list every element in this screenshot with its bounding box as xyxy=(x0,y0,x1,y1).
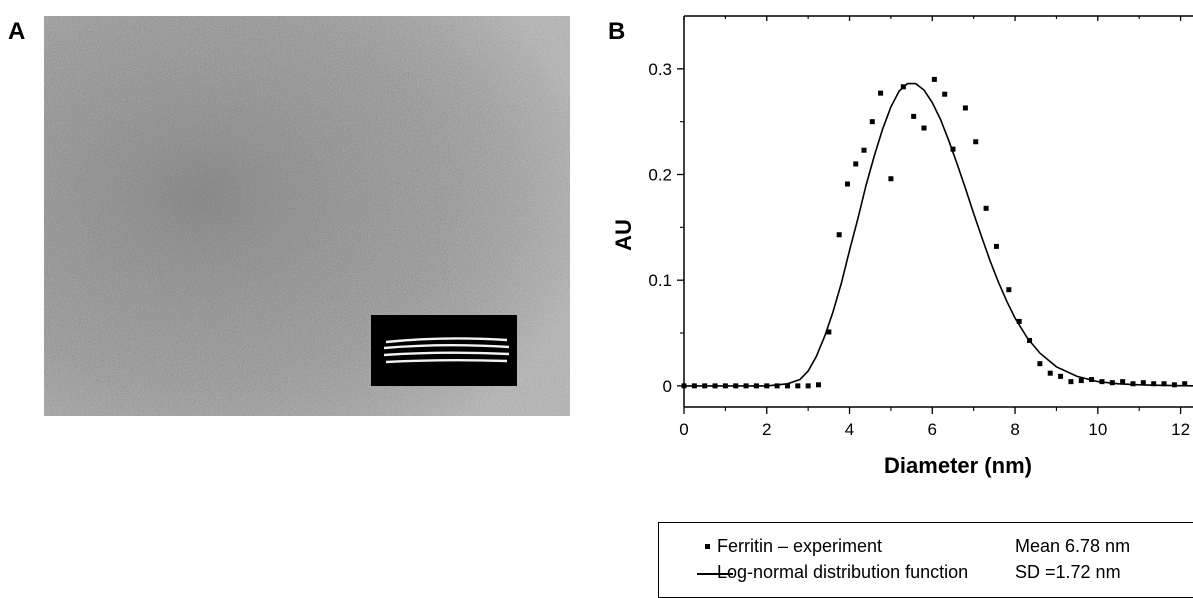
data-point xyxy=(973,139,979,145)
data-point xyxy=(1027,337,1033,343)
data-point xyxy=(900,84,906,90)
data-point xyxy=(795,383,801,389)
data-point xyxy=(836,232,842,238)
data-point xyxy=(784,383,790,389)
y-tick-label: 0 xyxy=(663,377,672,396)
data-point xyxy=(681,383,687,389)
diffraction-inset xyxy=(371,315,517,386)
data-point xyxy=(805,383,811,389)
data-point xyxy=(861,147,867,153)
data-point xyxy=(722,383,728,389)
data-point xyxy=(1120,379,1126,385)
data-point xyxy=(921,125,927,131)
panel-label-b: B xyxy=(608,18,626,45)
data-point xyxy=(753,383,759,389)
data-point xyxy=(1161,381,1167,387)
data-point xyxy=(1078,378,1084,384)
x-tick-label: 2 xyxy=(762,420,771,439)
legend-item-experiment: Ferritin – experiment Mean 6.78 nm xyxy=(659,535,1193,557)
data-point xyxy=(942,91,948,97)
legend-label: Ferritin – experiment xyxy=(717,536,883,556)
data-point xyxy=(962,105,968,111)
data-point xyxy=(826,329,832,335)
legend: Ferritin – experiment Mean 6.78 nm Log-n… xyxy=(658,522,1193,598)
data-point xyxy=(1068,379,1074,385)
legend-stat-mean: Mean 6.78 nm xyxy=(1015,536,1131,556)
data-point xyxy=(1171,382,1177,388)
data-point xyxy=(1151,381,1157,387)
x-tick-label: 10 xyxy=(1088,420,1107,439)
data-point xyxy=(764,383,770,389)
legend-item-fit: Log-normal distribution function SD =1.7… xyxy=(659,561,1193,583)
legend-label: Log-normal distribution function xyxy=(717,562,969,582)
panel-label-a: A xyxy=(8,18,26,45)
x-axis-label: Diameter (nm) xyxy=(884,453,1032,478)
data-point xyxy=(1006,287,1012,293)
data-point xyxy=(691,383,697,389)
data-point xyxy=(774,383,780,389)
data-point xyxy=(878,90,884,96)
fit-curve-line xyxy=(684,82,1193,387)
size-distribution-chart: 0 2 4 6 8 10 12 0 0.1 0.2 0.3 Diameter (nm) AU xyxy=(611,15,1193,478)
square-marker-icon xyxy=(705,544,710,549)
data-point xyxy=(1140,380,1146,386)
x-tick-label: 6 xyxy=(928,420,937,439)
x-tick-label: 0 xyxy=(679,420,688,439)
y-tick-label: 0.2 xyxy=(648,166,672,185)
data-point xyxy=(950,146,956,152)
data-point xyxy=(1182,381,1188,387)
x-tick-label: 8 xyxy=(1010,420,1019,439)
data-point xyxy=(869,119,875,125)
x-tick-label: 12 xyxy=(1171,420,1190,439)
data-point xyxy=(1047,370,1053,376)
data-point xyxy=(911,113,917,119)
data-point xyxy=(743,383,749,389)
data-point xyxy=(1037,361,1043,367)
legend-stat-sd: SD =1.72 nm xyxy=(1015,562,1121,582)
tem-micrograph-image xyxy=(44,16,570,416)
data-point xyxy=(1016,318,1022,324)
data-point xyxy=(702,383,708,389)
data-point xyxy=(983,205,989,211)
data-point xyxy=(853,161,859,167)
data-point xyxy=(1109,380,1115,386)
data-point xyxy=(1099,379,1105,385)
data-point xyxy=(931,76,937,82)
data-point xyxy=(888,176,894,182)
data-point xyxy=(815,382,821,388)
data-point xyxy=(1058,373,1064,379)
data-point xyxy=(733,383,739,389)
data-point xyxy=(1089,377,1095,383)
data-point xyxy=(1130,381,1136,387)
y-tick-label: 0.1 xyxy=(648,271,672,290)
y-tick-label: 0.3 xyxy=(648,60,672,79)
data-point xyxy=(844,181,850,187)
x-tick-label: 4 xyxy=(845,420,854,439)
data-point xyxy=(993,243,999,249)
data-point xyxy=(712,383,718,389)
y-axis-label: AU xyxy=(611,219,636,251)
